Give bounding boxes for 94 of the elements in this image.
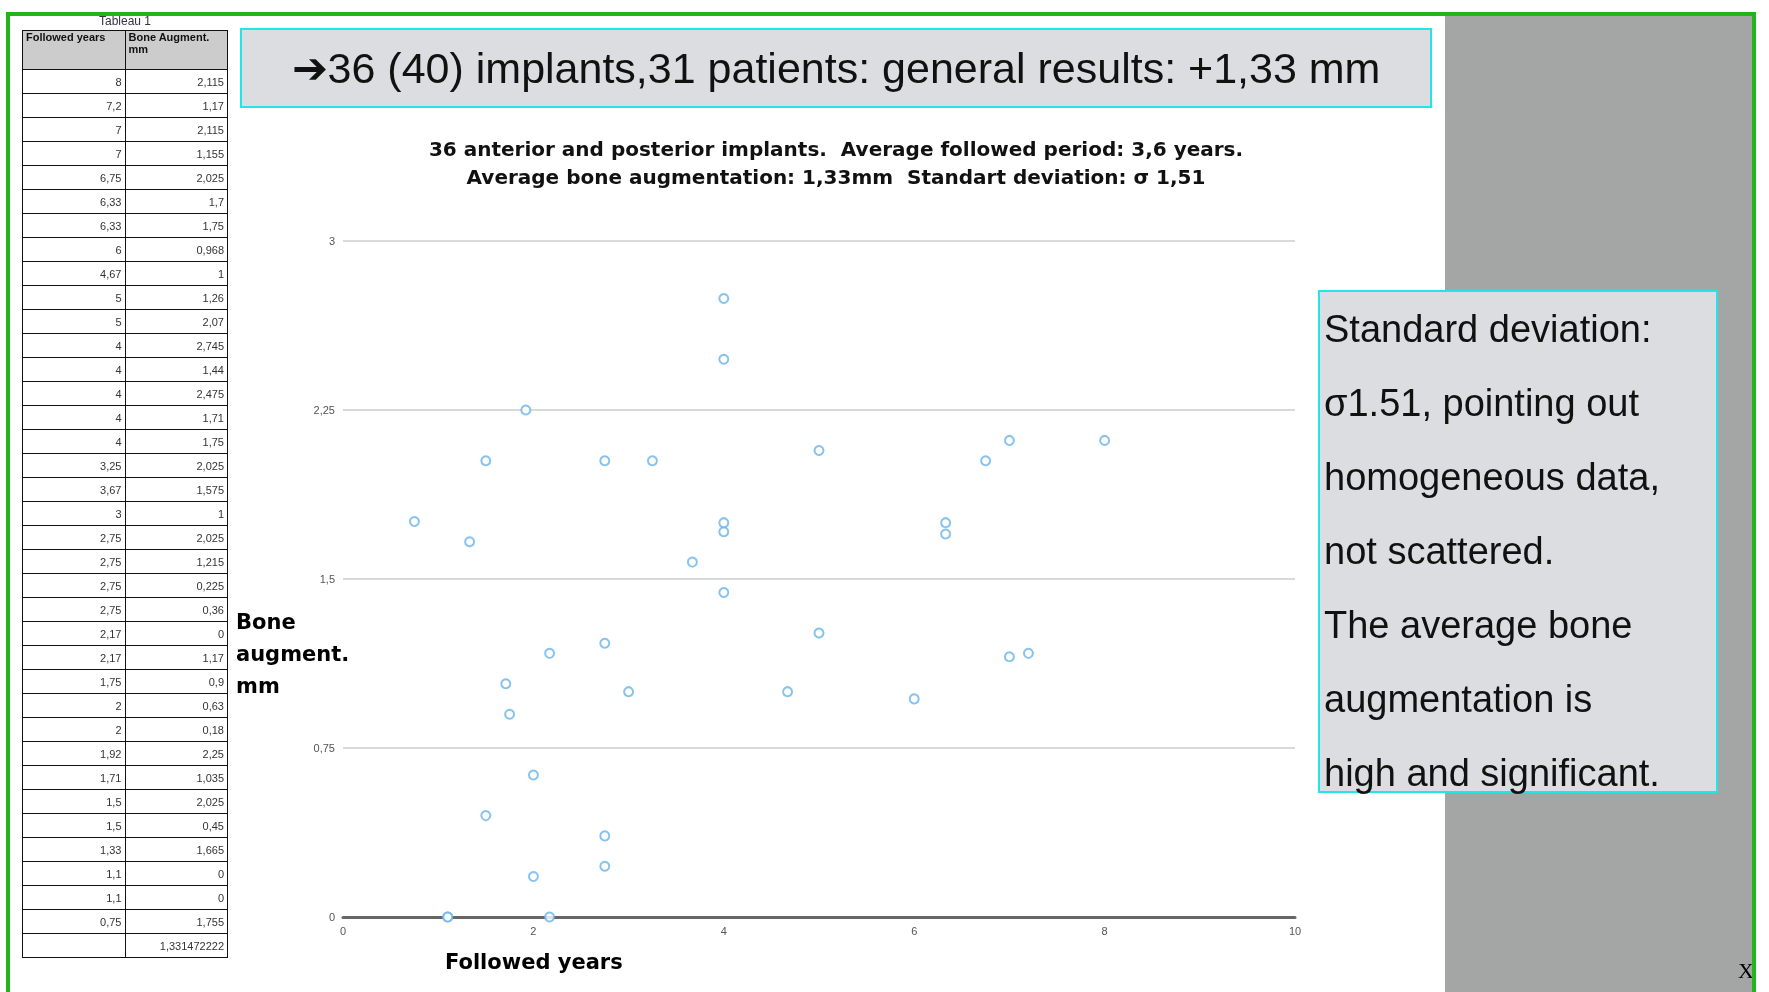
- x-tick-label: 10: [1288, 924, 1302, 937]
- text: 2,475: [125, 381, 228, 406]
- text: 2,17: [22, 645, 125, 670]
- text: Tableau 1: [97, 14, 152, 30]
- text: 2,745: [125, 333, 228, 358]
- x-tick-label: 6: [911, 924, 918, 937]
- text: 4,67: [22, 261, 125, 286]
- text: 4: [22, 333, 125, 358]
- text: 2,025: [125, 525, 228, 550]
- text: 2: [22, 717, 125, 742]
- text: 0,63: [125, 693, 228, 718]
- text: 1: [125, 261, 228, 286]
- text: 2,75: [22, 525, 125, 550]
- text: 4: [22, 405, 125, 430]
- text: 1,33: [22, 837, 125, 862]
- text: 2,115: [125, 117, 228, 142]
- text: 3,25: [22, 453, 125, 478]
- x-tick-label: 4: [720, 924, 727, 937]
- text: X: [1738, 958, 1754, 984]
- text: 0: [125, 621, 228, 646]
- text: 0,18: [125, 717, 228, 742]
- text: 1,215: [125, 549, 228, 574]
- text: 2,025: [125, 453, 228, 478]
- text: 1,92: [22, 741, 125, 766]
- text: 7: [22, 117, 125, 142]
- text: 4: [22, 429, 125, 454]
- text: 1,665: [125, 837, 228, 862]
- text: 1: [125, 501, 228, 526]
- text: 3: [22, 501, 125, 526]
- text: 0,9: [125, 669, 228, 694]
- text: 0: [125, 885, 228, 910]
- text: 2,17: [22, 621, 125, 646]
- text: The average bone augmentation is high and significant.: [1324, 603, 1661, 796]
- text: 3,67: [22, 477, 125, 502]
- text: 5: [22, 285, 125, 310]
- text: 2,115: [125, 69, 228, 94]
- text: Standard deviation: σ1.51, pointing out homogeneous data, not scattered.: [1324, 307, 1661, 574]
- y-tick-label: 3: [328, 235, 335, 247]
- text: 0,225: [125, 573, 228, 598]
- text: 0,968: [125, 237, 228, 262]
- text: 2,75: [22, 597, 125, 622]
- text: 0: [125, 861, 228, 886]
- y-tick-label: 0: [328, 911, 335, 923]
- text: 1,75: [22, 669, 125, 694]
- text: 1,26: [125, 285, 228, 310]
- x-tick-label: 0: [339, 924, 347, 937]
- text: 1,5: [22, 789, 125, 814]
- text: 1,755: [125, 909, 228, 934]
- x-tick-label: 8: [1101, 924, 1108, 937]
- y-tick-label: 1,5: [319, 573, 335, 585]
- text: Followed years: [22, 30, 125, 70]
- text: 1,44: [125, 357, 228, 382]
- text: 2: [22, 693, 125, 718]
- text: 1,7: [125, 189, 228, 214]
- text: 2,025: [125, 165, 228, 190]
- text: Bone Augment. mm: [125, 30, 228, 70]
- text: 4: [22, 357, 125, 382]
- text: 2,025: [125, 789, 228, 814]
- x-tick-label: 2: [530, 924, 537, 937]
- text: 7: [22, 141, 125, 166]
- text: 1,75: [125, 429, 228, 454]
- text: 7,2: [22, 93, 125, 118]
- text: 6,33: [22, 189, 125, 214]
- chart-subtitle: 36 anterior and posterior implants. Average followed period: 3,6 years. Average bone augmentation: 1,33mm Standart deviation: σ 1,51: [428, 137, 1244, 189]
- text: 6,33: [22, 213, 125, 238]
- text: 0,36: [125, 597, 228, 622]
- text: 1,331472222: [125, 933, 228, 958]
- text: 8: [22, 69, 125, 94]
- x-axis-title: Followed years: [445, 950, 623, 974]
- text: 2,75: [22, 573, 125, 598]
- chart-title: ➔36 (40) implants,31 patients: general results: +1,33 mm: [240, 28, 1432, 108]
- text: 6,75: [22, 165, 125, 190]
- text: 1,17: [125, 645, 228, 670]
- y-tick-label: 0,75: [313, 742, 335, 754]
- text: 2,75: [22, 549, 125, 574]
- text: 1,71: [22, 765, 125, 790]
- text: 5: [22, 309, 125, 334]
- text: 1,71: [125, 405, 228, 430]
- text: 0,75: [22, 909, 125, 934]
- text: 1,035: [125, 765, 228, 790]
- text: 2,25: [125, 741, 228, 766]
- text: 1,75: [125, 213, 228, 238]
- y-tick-label: 2,25: [313, 404, 335, 416]
- text: 0,45: [125, 813, 228, 838]
- text: 4: [22, 381, 125, 406]
- text: 1,155: [125, 141, 228, 166]
- text: 1,1: [22, 861, 125, 886]
- text: 1,575: [125, 477, 228, 502]
- text: 2,07: [125, 309, 228, 334]
- text: 1,1: [22, 885, 125, 910]
- text: 1,17: [125, 93, 228, 118]
- y-axis-title: Bone augment. mm: [236, 609, 350, 700]
- text: 1,5: [22, 813, 125, 838]
- text: 6: [22, 237, 125, 262]
